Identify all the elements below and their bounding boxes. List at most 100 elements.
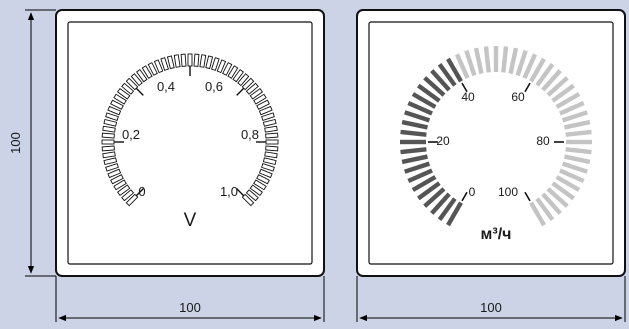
flowmeter-scale-labels: 0 20 40 60 80 100: [436, 90, 550, 199]
flow-scale-bar-dark: [407, 100, 433, 116]
flow-scale-bar-light: [555, 175, 581, 192]
flow-scale-bar-light: [559, 100, 585, 116]
volt-scale-mark: [256, 174, 270, 185]
volt-scale-mark: [211, 57, 220, 71]
volt-scale-mark: [261, 112, 275, 121]
volt-scale-mark: [110, 99, 124, 110]
volt-major-tick: [135, 87, 144, 96]
volt-scale-mark: [180, 53, 187, 67]
flow-scale-bar-light: [559, 168, 585, 184]
volt-scale-mark: [153, 59, 164, 74]
width-dimension-right: 100: [356, 276, 626, 322]
volt-scale-mark: [258, 168, 273, 179]
flow-scale-bar-dark: [417, 83, 441, 103]
flowmeter: 0 20 40 60 80 100 м³/ч: [356, 9, 626, 277]
flow-scale-bar-dark: [411, 175, 437, 192]
volt-label-5: 1,0: [220, 184, 238, 199]
flow-label-4: 80: [536, 134, 550, 148]
flow-scale-bar-dark: [400, 139, 426, 145]
flow-scale-bar-light: [501, 46, 509, 73]
flow-scale-bar-light: [551, 83, 575, 103]
volt-scale-mark: [199, 54, 207, 68]
flow-scale-bar-dark: [404, 110, 431, 123]
volt-scale-mark: [141, 65, 153, 79]
flow-scale-bar-light: [541, 69, 562, 92]
flow-scale-bar-light: [464, 50, 477, 77]
volt-scale-mark: [103, 157, 118, 166]
volt-scale-mark: [232, 69, 244, 83]
voltmeter-scale-labels: 0 0,2 0,4 0,6 0,8 1,0: [122, 79, 259, 199]
flowmeter-scale: [400, 46, 592, 227]
flow-scale-bar-light: [454, 53, 470, 79]
volt-scale-mark: [253, 93, 267, 105]
volt-scale-mark: [173, 54, 181, 68]
width-dimension-right-label: 100: [480, 300, 502, 315]
flow-scale-bar-light: [546, 187, 569, 208]
width-dimension-left-label: 100: [179, 300, 201, 315]
volt-scale-mark: [262, 157, 277, 166]
volt-scale-mark: [105, 163, 119, 172]
volt-scale-mark: [121, 189, 135, 202]
volt-scale-mark: [101, 145, 115, 152]
flow-label-5: 100: [498, 185, 518, 199]
flow-scale-bar-light: [566, 139, 592, 145]
volt-scale-mark: [113, 179, 127, 191]
flow-scale-bar-dark: [430, 69, 451, 92]
volt-scale-mark: [117, 88, 131, 100]
flow-scale-bar-light: [546, 76, 569, 97]
flowmeter-unit: м³/ч: [481, 226, 512, 243]
flow-scale-bar-dark: [401, 119, 428, 130]
volt-scale-mark: [187, 53, 193, 67]
volt-scale-mark: [249, 184, 263, 196]
volt-major-tick: [236, 87, 245, 96]
voltmeter: 0 0,2 0,4 0,6 0,8 1,0 V: [55, 9, 325, 277]
flow-scale-bar-light: [561, 161, 588, 174]
volt-label-1: 0,2: [122, 127, 140, 142]
flow-scale-bar-light: [529, 201, 546, 227]
volt-scale-mark: [110, 174, 124, 185]
volt-scale-mark: [264, 125, 278, 133]
volt-scale-mark: [237, 73, 250, 87]
volt-scale-mark: [265, 145, 279, 152]
voltmeter-scale: [101, 53, 279, 207]
volt-scale-mark: [265, 132, 279, 139]
flow-scale-bar-dark: [446, 57, 463, 83]
volt-scale-mark: [258, 105, 273, 116]
volt-scale-mark: [102, 125, 116, 133]
volt-scale-mark: [107, 105, 122, 116]
volt-major-tick: [135, 188, 144, 197]
flow-scale-bar-light: [541, 192, 562, 215]
volt-scale-mark: [160, 57, 169, 71]
flow-scale-bar-dark: [400, 147, 427, 155]
flow-label-2: 40: [461, 90, 475, 104]
volt-scale-mark: [117, 184, 131, 196]
volt-scale-mark: [249, 88, 263, 100]
flow-scale-bar-light: [565, 129, 592, 137]
volt-label-4: 0,8: [241, 127, 259, 142]
volt-scale-mark: [256, 99, 270, 110]
flow-scale-bar-light: [551, 181, 575, 201]
height-dimension: 100: [8, 9, 56, 277]
height-dimension-label: 100: [8, 132, 23, 154]
flow-scale-bar-light: [522, 53, 538, 79]
volt-scale-mark: [147, 62, 158, 76]
flow-scale-bar-dark: [411, 92, 437, 109]
flow-scale-bar-dark: [407, 168, 433, 184]
flow-scale-bar-light: [483, 46, 491, 73]
width-dimension-left: 100: [55, 276, 325, 322]
flow-scale-bar-dark: [437, 197, 457, 221]
flow-scale-bar-dark: [437, 63, 457, 87]
flow-scale-bar-light: [564, 119, 591, 130]
flow-scale-bar-dark: [400, 129, 427, 137]
flow-scale-bar-light: [473, 47, 484, 74]
volt-scale-mark: [265, 139, 279, 145]
flow-scale-bar-light: [493, 46, 499, 72]
flow-scale-bar-dark: [404, 161, 431, 174]
volt-scale-mark: [245, 189, 259, 202]
volt-label-2: 0,4: [157, 79, 175, 94]
flow-major-tick: [524, 82, 531, 93]
volt-scale-mark: [105, 112, 119, 121]
volt-scale-mark: [121, 82, 135, 95]
flow-label-3: 60: [511, 90, 525, 104]
